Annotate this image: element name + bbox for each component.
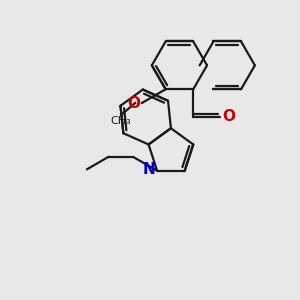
Text: N: N: [142, 163, 155, 178]
Text: O: O: [223, 110, 236, 124]
Text: O: O: [127, 96, 140, 111]
Text: CH₃: CH₃: [111, 116, 131, 126]
